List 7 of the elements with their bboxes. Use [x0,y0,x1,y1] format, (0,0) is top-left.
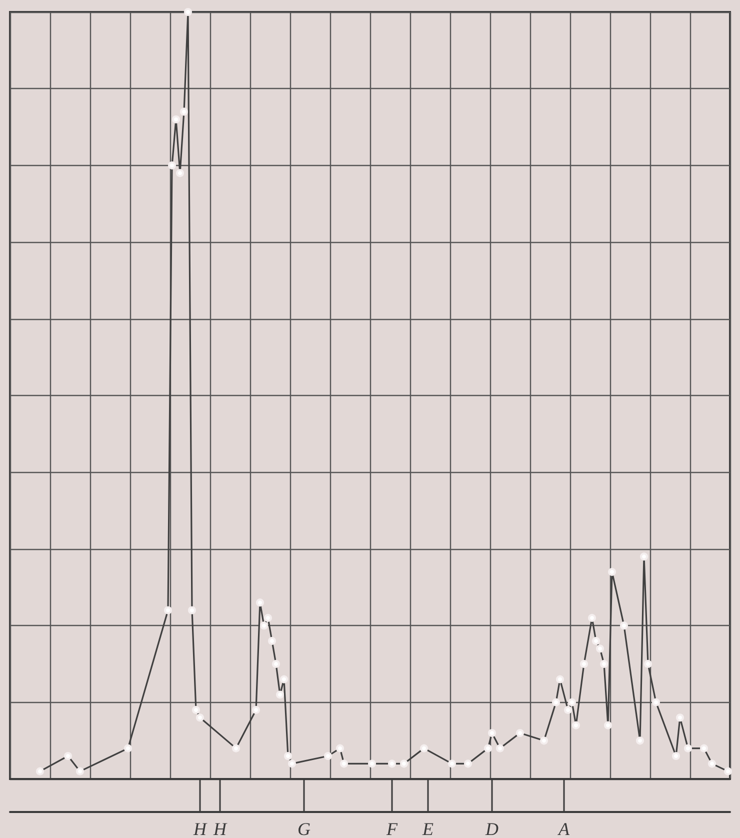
x-tick-label: E [422,819,434,838]
x-tick-label: A [558,819,570,838]
x-tick-label: H [212,819,228,838]
x-tick-label: F [386,819,398,838]
x-tick-label: G [298,819,310,838]
x-tick-label: H [192,819,208,838]
x-tick-label: D [484,819,498,838]
